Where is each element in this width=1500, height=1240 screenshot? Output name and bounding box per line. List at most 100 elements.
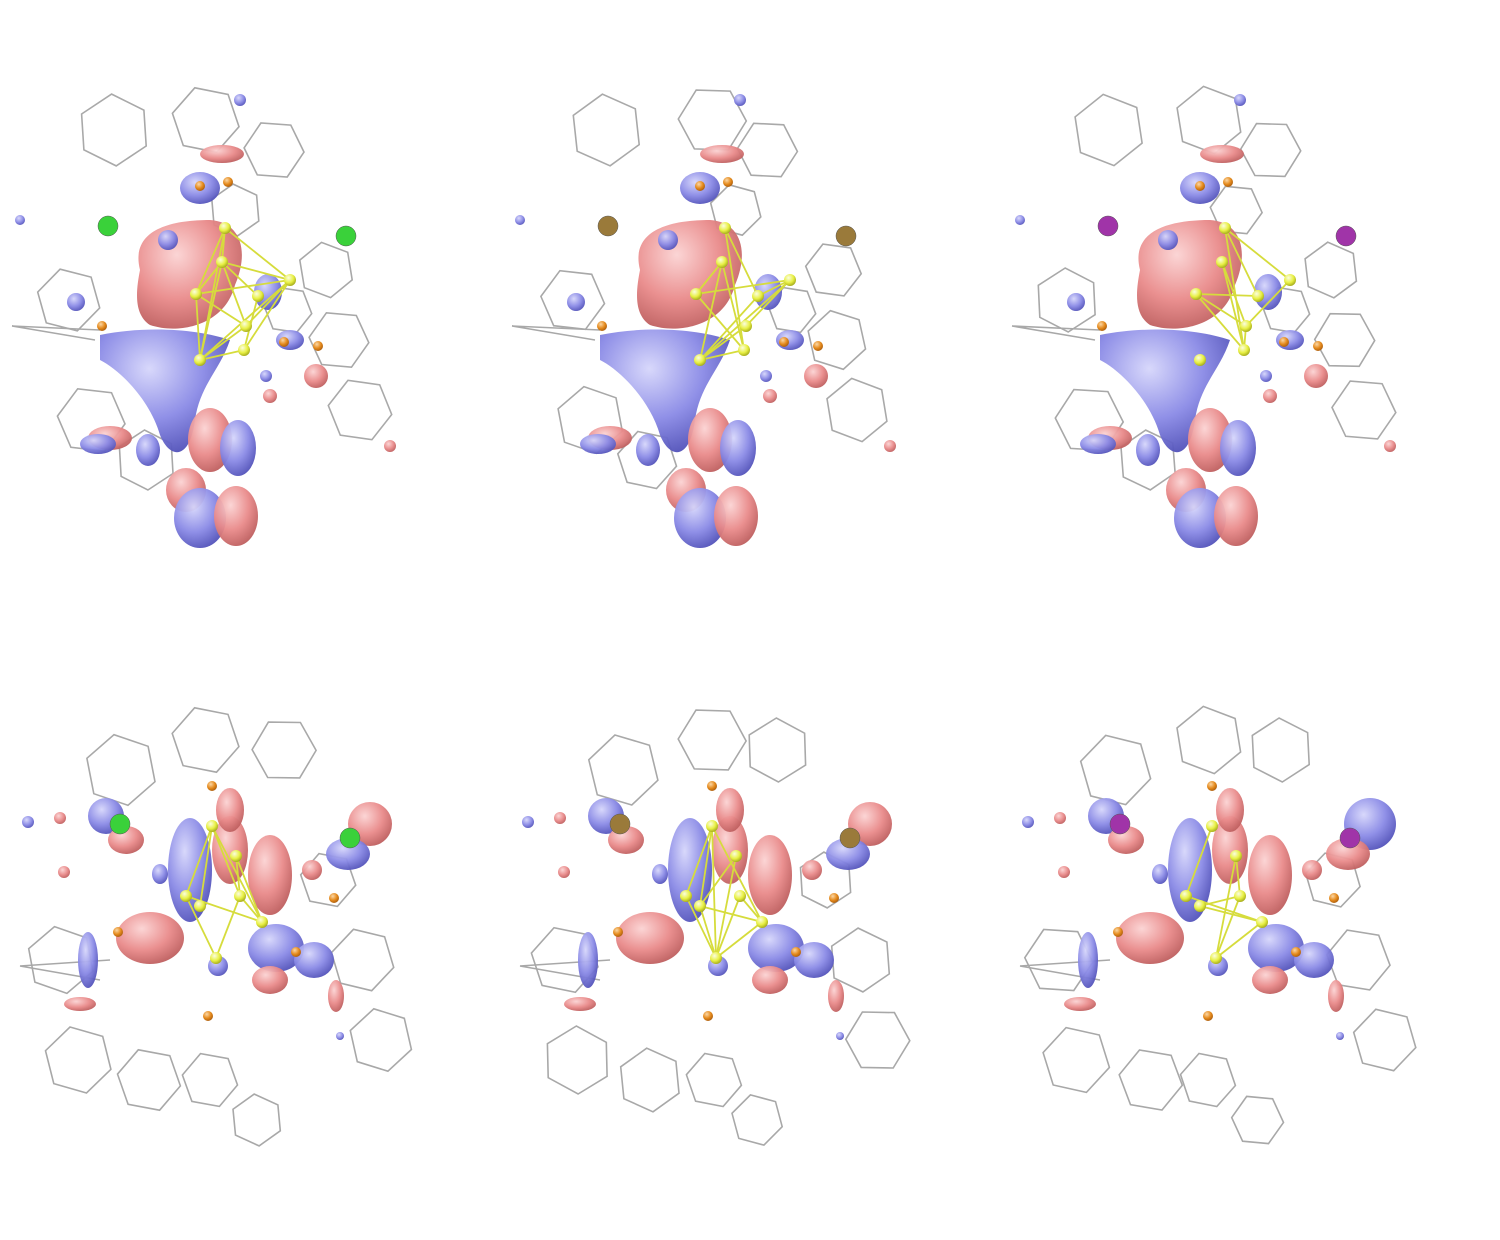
positive-lobe xyxy=(1248,835,1292,915)
core-bond xyxy=(1195,293,1247,327)
core-atom xyxy=(719,222,731,234)
core-bond xyxy=(221,261,291,281)
negative-lobe xyxy=(336,1032,344,1040)
positive-lobe xyxy=(558,866,570,878)
core-bond xyxy=(235,855,263,923)
orbital-lobes xyxy=(522,788,892,1040)
ligand-wireframe xyxy=(519,709,911,1146)
halide-atom xyxy=(1339,827,1361,849)
core-atom xyxy=(1210,952,1222,964)
phenyl-ring xyxy=(826,377,888,443)
core-atom xyxy=(219,222,231,234)
positive-lobe xyxy=(304,364,328,388)
halide-atom xyxy=(97,215,119,237)
phenyl-ring xyxy=(349,1007,413,1073)
phenyl-ring xyxy=(36,268,101,332)
core-bond xyxy=(1199,895,1241,907)
core-bond xyxy=(1195,293,1259,297)
halide-atoms xyxy=(109,813,361,849)
core-bond xyxy=(1215,921,1263,959)
core-bonds xyxy=(185,825,263,959)
core-atom xyxy=(730,850,742,862)
positive-lobe xyxy=(752,966,788,994)
molecule-render xyxy=(519,709,911,1146)
negative-lobe xyxy=(578,932,598,988)
phenyl-ring xyxy=(298,241,354,299)
core-bond xyxy=(199,349,245,361)
phenyl-ring xyxy=(1313,312,1376,368)
core-bond xyxy=(715,895,741,959)
phenyl-ring xyxy=(709,183,762,237)
phenyl-ring xyxy=(1331,380,1397,440)
phenyl-ring xyxy=(171,706,240,774)
core-atom xyxy=(180,890,192,902)
phenyl-ring xyxy=(1023,928,1094,992)
phosphorus-atom xyxy=(195,181,205,191)
phenyl-ring xyxy=(1230,1095,1285,1145)
core-atoms xyxy=(1180,820,1268,964)
positive-lobe xyxy=(554,812,566,824)
negative-lobe xyxy=(1174,488,1226,548)
core-atom xyxy=(734,890,746,902)
positive-lobe xyxy=(1058,866,1070,878)
core-bond xyxy=(699,349,745,361)
core-bond xyxy=(699,905,763,923)
phenyl-ring xyxy=(232,1093,282,1147)
core-bond xyxy=(685,825,713,897)
core-bond xyxy=(721,261,745,351)
phosphorus-atom xyxy=(313,341,323,351)
core-bond xyxy=(699,261,723,361)
core-bond xyxy=(195,261,223,295)
phenyl-ring xyxy=(116,1048,182,1112)
negative-lobe xyxy=(1080,434,1116,454)
positive-lobe xyxy=(700,145,744,163)
phosphorus-atom xyxy=(613,927,623,937)
halide-atom xyxy=(839,827,861,849)
negative-lobe xyxy=(136,434,160,466)
core-bond xyxy=(221,261,259,297)
phosphorus-atom xyxy=(329,893,339,903)
core-atom xyxy=(1256,916,1268,928)
negative-lobe xyxy=(636,434,660,466)
positive-lobe xyxy=(1263,389,1277,403)
halide-atoms xyxy=(1109,813,1361,849)
phenyl-ring xyxy=(1209,185,1264,235)
halide-atom xyxy=(597,215,619,237)
phosphorus-atom xyxy=(1203,1011,1213,1021)
core-bond xyxy=(235,855,241,897)
core-atom xyxy=(252,290,264,302)
positive-lobe xyxy=(712,816,748,884)
phosphorus-atom xyxy=(723,177,733,187)
orbital-panel-r2c1 xyxy=(0,660,500,1200)
positive-lobe xyxy=(116,912,184,964)
core-atom xyxy=(716,256,728,268)
negative-lobe xyxy=(836,1032,844,1040)
positive-lobe xyxy=(828,980,844,1012)
core-bonds xyxy=(695,227,791,361)
molecule-render xyxy=(1011,85,1397,548)
phosphorus-atom xyxy=(279,337,289,347)
orbital-lobes xyxy=(1015,94,1396,548)
ligand-wireframe xyxy=(19,706,413,1147)
core-bond xyxy=(699,825,713,907)
phenyl-ring xyxy=(1037,267,1096,333)
orbital-panel-r1c1 xyxy=(0,40,500,580)
core-atom xyxy=(210,952,222,964)
phenyl-ring xyxy=(830,927,891,993)
molecule-render xyxy=(19,706,413,1147)
positive-lobe xyxy=(1328,980,1344,1012)
core-atoms xyxy=(180,820,268,964)
phosphorus-atom xyxy=(1097,321,1107,331)
core-atom xyxy=(256,916,268,928)
core-bonds xyxy=(685,825,763,959)
core-atom xyxy=(756,916,768,928)
positive-lobe xyxy=(748,835,792,915)
core-bond xyxy=(1224,227,1291,281)
negative-lobe xyxy=(1152,864,1168,884)
phosphorus-atom xyxy=(1313,341,1323,351)
core-bond xyxy=(185,825,213,897)
positive-lobe xyxy=(58,866,70,878)
negative-lobe xyxy=(1220,420,1256,476)
core-atom xyxy=(1206,820,1218,832)
positive-lobe xyxy=(1064,997,1096,1011)
